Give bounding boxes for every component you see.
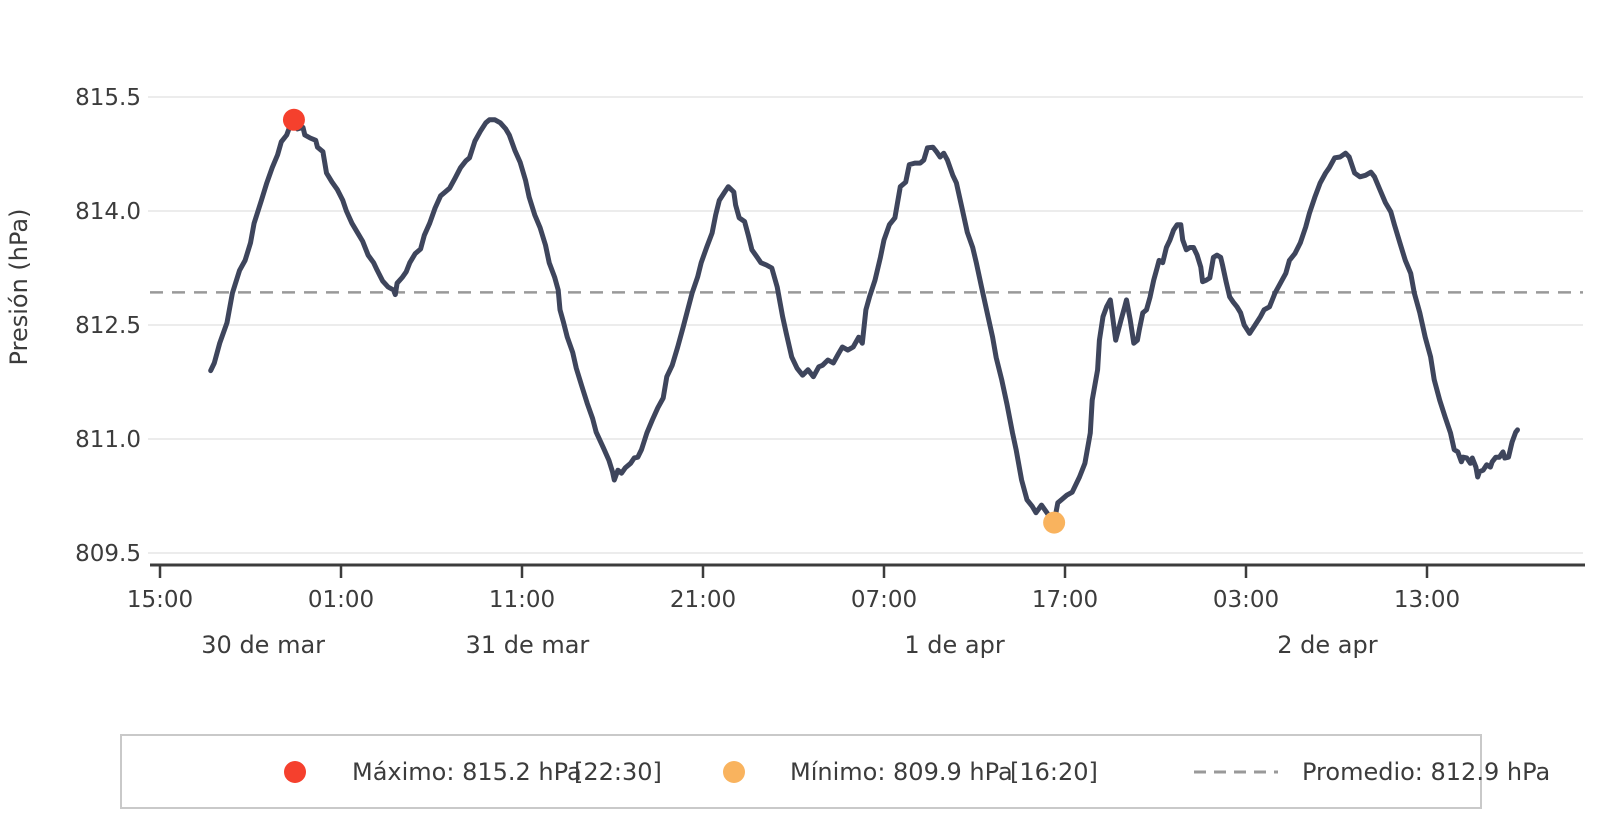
max-point-marker bbox=[282, 108, 305, 131]
x-tick-label: 13:00 bbox=[1394, 587, 1460, 613]
y-tick-label: 815.5 bbox=[75, 85, 141, 111]
x-tick-label: 07:00 bbox=[851, 587, 917, 613]
x-date-label: 1 de apr bbox=[904, 631, 1004, 659]
pressure-line bbox=[208, 117, 1520, 526]
y-tick-label: 814.0 bbox=[75, 199, 141, 225]
y-tick-label: 812.5 bbox=[75, 313, 141, 339]
min-point-marker bbox=[1043, 511, 1066, 534]
y-tick-label: 811.0 bbox=[75, 427, 141, 453]
x-tick-label: 03:00 bbox=[1213, 587, 1279, 613]
legend-min-time: [16:20] bbox=[1010, 757, 1098, 786]
max-marker-legend-icon bbox=[284, 760, 306, 783]
y-axis-title: Presión (hPa) bbox=[5, 209, 33, 366]
legend-max-time: [22:30] bbox=[574, 757, 662, 786]
x-tick-label: 17:00 bbox=[1032, 587, 1098, 613]
x-tick-label: 01:00 bbox=[308, 587, 374, 613]
x-tick-label: 21:00 bbox=[670, 587, 736, 613]
x-date-label: 30 de mar bbox=[201, 631, 325, 659]
x-tick-label: 11:00 bbox=[489, 587, 555, 613]
x-date-label: 2 de apr bbox=[1277, 631, 1377, 659]
pressure-chart-svg: 815.5 814.0 812.5 811.0 809.5 15:00 01:00 11:00… bbox=[5, 85, 1585, 659]
min-marker-legend-icon bbox=[723, 760, 745, 783]
legend: Máximo: 815.2 hPa [22:30] Mínimo: 809.9 … bbox=[120, 734, 1550, 809]
legend-avg-label: Promedio: 812.9 hPa bbox=[1302, 757, 1551, 786]
x-date-label: 31 de mar bbox=[466, 631, 590, 659]
legend-min-label: Mínimo: 809.9 hPa bbox=[790, 757, 1013, 786]
x-tick-label: 15:00 bbox=[127, 587, 193, 613]
y-tick-label: 809.5 bbox=[75, 541, 141, 567]
legend-max-label: Máximo: 815.2 hPa bbox=[352, 757, 582, 786]
average-line-legend-icon bbox=[1194, 770, 1278, 773]
